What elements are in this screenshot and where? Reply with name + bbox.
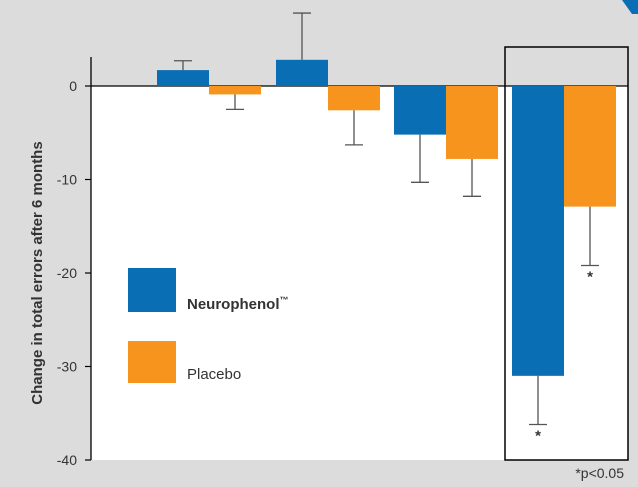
y-tick-label: -40: [57, 452, 77, 468]
y-ticks: 0 -10 -20 -30 -40: [57, 78, 91, 468]
y-axis-label: Change in total errors after 6 months: [29, 141, 46, 404]
significance-asterisk: *: [587, 269, 593, 286]
highlight-box: [504, 46, 629, 461]
bar-placebo-0: [209, 86, 261, 95]
bar-placebo-1: [328, 86, 380, 111]
legend-swatch-placebo: [128, 341, 176, 383]
trademark-symbol: ™: [280, 295, 289, 305]
error-bars: [174, 12, 599, 426]
bar-neurophenol-2: [394, 86, 446, 135]
y-tick-label: -20: [57, 265, 77, 281]
bars: [157, 59, 616, 376]
bar-placebo-3: [564, 86, 616, 207]
footnote: *p<0.05: [575, 465, 624, 481]
legend-label-neurophenol: Neurophenol™: [187, 295, 289, 313]
bar-neurophenol-1: [276, 59, 328, 86]
legend-label-placebo: Placebo: [187, 366, 241, 383]
y-tick-label: 0: [69, 78, 77, 94]
legend-swatch-neurophenol: [128, 268, 176, 312]
y-tick-label: -30: [57, 359, 77, 375]
y-tick-label: -10: [57, 172, 77, 188]
corner-accent-mark: [622, 0, 638, 14]
significance-asterisk: *: [535, 427, 541, 444]
bar-neurophenol-0: [157, 70, 209, 86]
significance-marks: **: [535, 269, 593, 445]
bar-neurophenol-3: [512, 86, 564, 376]
legend: Neurophenol™ Placebo: [128, 268, 289, 383]
bar-placebo-2: [446, 86, 498, 159]
